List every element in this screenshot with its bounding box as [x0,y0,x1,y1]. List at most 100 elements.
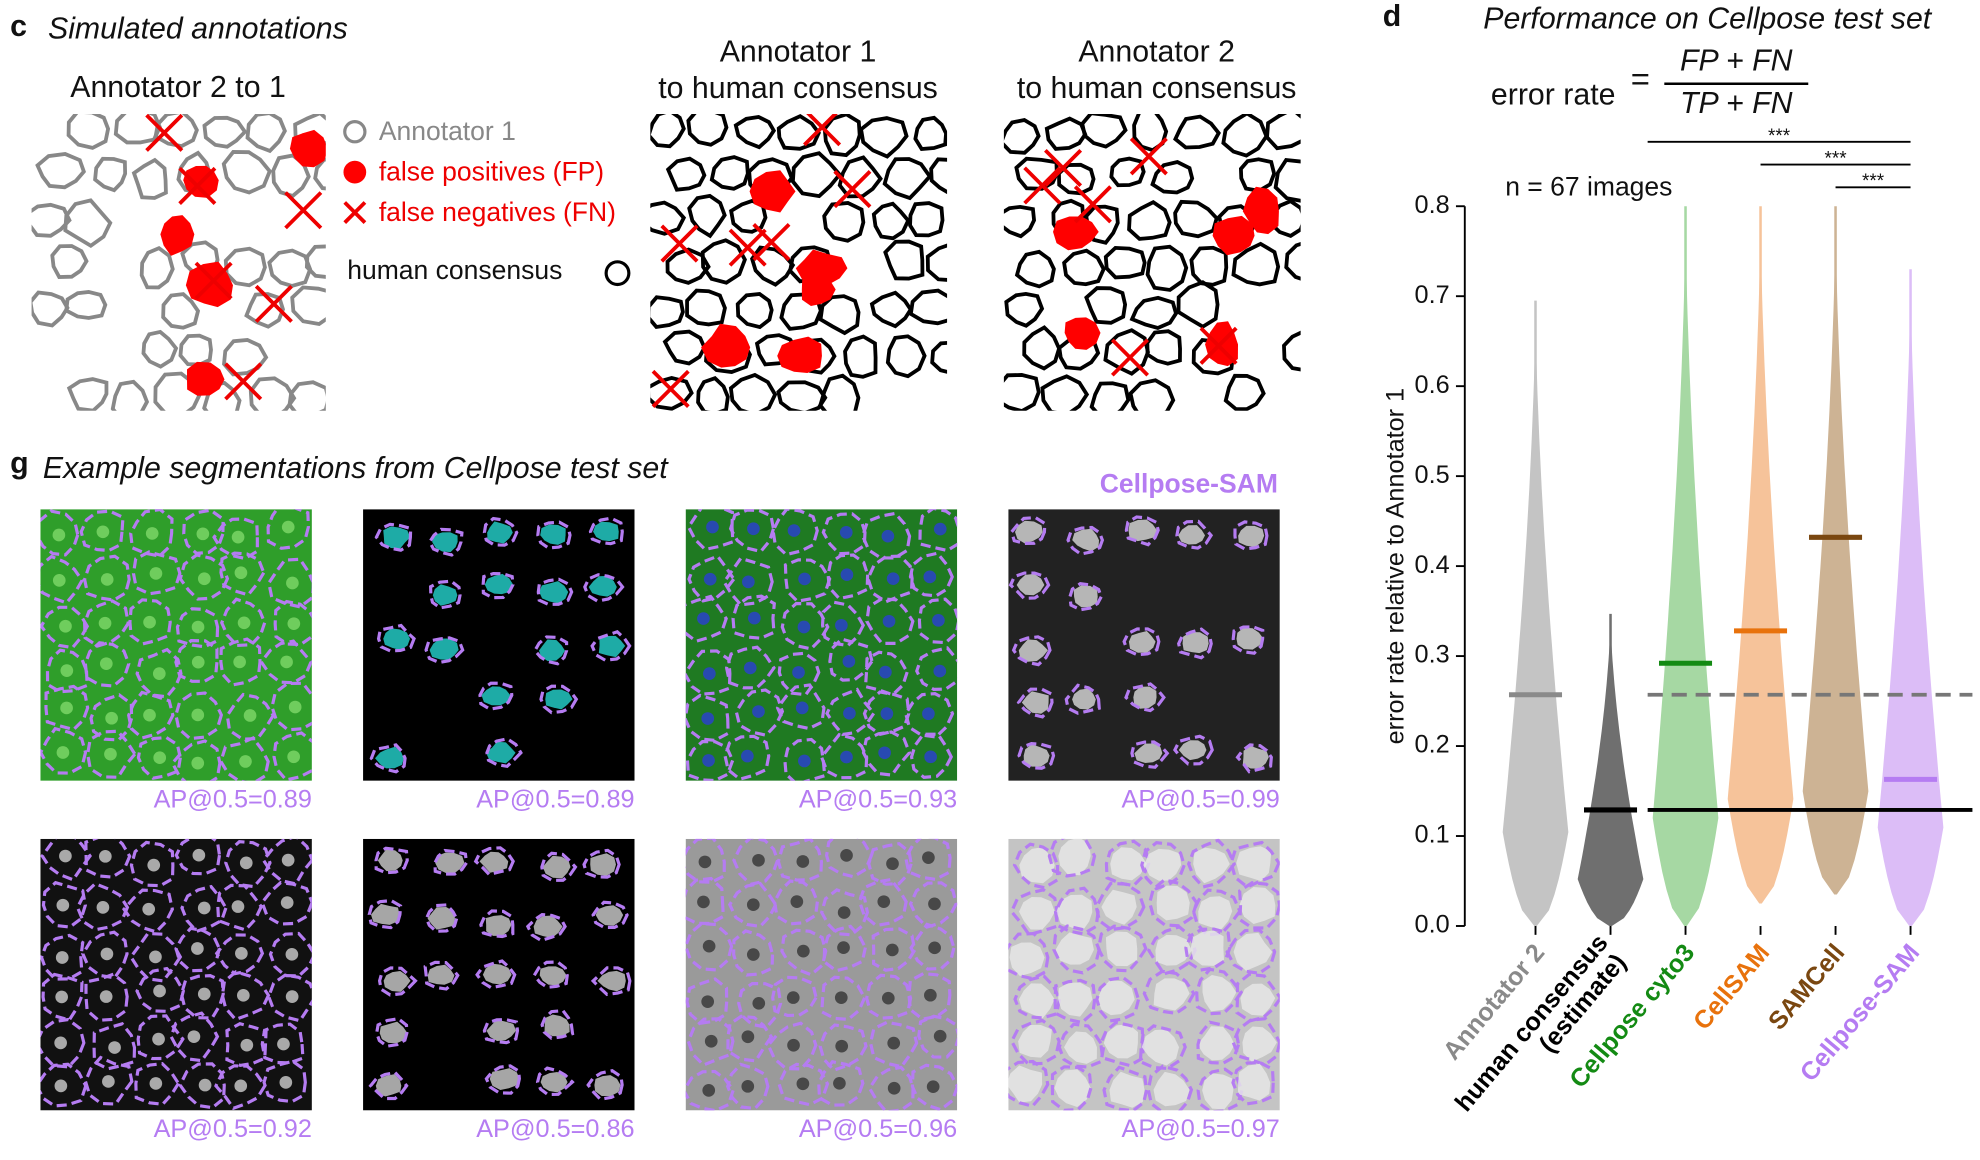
cell [481,686,511,706]
annotation-image [1003,114,1301,411]
mask-outline [127,690,175,740]
mask-outline [771,975,818,1017]
mask-outline [734,688,785,737]
mask-outline [375,1017,409,1048]
nucleus [924,750,937,764]
mask-outline [225,692,276,741]
mask-outline [424,636,465,665]
false-negative [224,362,263,401]
cell [1144,848,1182,881]
cell [1072,688,1096,710]
nucleus [54,1079,68,1093]
legend-symbol [343,160,367,184]
nucleus [100,573,114,586]
mask-outline [1068,582,1103,612]
cell [540,1071,568,1093]
cell [1233,932,1273,971]
false-positive [1212,215,1255,256]
nucleus [59,849,72,863]
mask-outline [266,509,310,550]
mask-outline [917,597,958,645]
cell [1197,1026,1235,1061]
nucleus [52,528,66,542]
cell-outline [687,193,727,239]
cell [1019,896,1055,930]
mask-outline [129,931,183,983]
mask-outline [41,880,87,929]
cell-outline [662,329,707,366]
cell [1058,982,1093,1017]
mask-outline [178,553,230,601]
cell [542,855,571,879]
nucleus [797,754,811,768]
cell [370,903,400,925]
cell [482,963,512,985]
nucleus [702,754,715,767]
mask-outline [374,846,409,875]
mask-outline [539,684,579,715]
cell-outline [221,150,272,195]
nucleus [792,666,805,679]
segmentation-image [1008,838,1280,1111]
mask-outline [1052,924,1101,975]
cell-outline [843,334,878,379]
nucleus [99,990,113,1003]
y-tick-label: 0.2 [1415,731,1450,759]
nucleus [149,950,162,964]
cell-outline [66,114,111,150]
mask-outline [826,553,870,601]
nucleus [191,620,205,634]
cell [538,639,565,662]
y-axis-label: error rate relative to Annotator 1 [1381,388,1409,745]
mask-outline [1066,525,1105,556]
mask-outline [731,594,776,640]
nucleus [835,1039,849,1053]
mask-outline [482,516,519,547]
panel-subtitle: to human consensus [658,72,938,105]
mask-outline [915,646,958,691]
nucleus [147,858,161,872]
cell-outline [244,292,285,329]
nucleus [834,991,848,1004]
nucleus [932,614,945,627]
cell [544,1014,570,1037]
nucleus [797,944,810,958]
nucleus [152,667,166,680]
mask-outline [179,974,225,1020]
nucleus [928,897,941,911]
mask-outline [40,1017,86,1069]
nucleus [285,947,299,961]
mask-outline [724,645,776,690]
mask-outline [81,930,129,980]
mask-outline [214,933,265,976]
nucleus [752,996,766,1010]
nucleus [886,857,899,871]
cell [1018,1024,1052,1058]
cell [1128,631,1156,653]
x-tick-label: CellSAM [1688,939,1775,1035]
mask-outline [1011,635,1052,667]
segmentation-image [40,838,312,1111]
nucleus [52,574,66,587]
cell [1202,1073,1234,1110]
mask-outline [83,641,131,688]
nucleus [153,751,167,765]
image-background [40,509,312,781]
segmentation-image [685,509,958,781]
cell [1155,934,1192,966]
nucleus [833,1076,846,1090]
cell [595,905,624,926]
nucleus [748,611,761,625]
panel-letter: d [1383,0,1402,33]
cell [1240,983,1276,1016]
chart-title: Performance on Cellpose test set [1483,3,1933,36]
mask-outline [482,1017,520,1045]
cell [435,852,465,874]
violin [1727,206,1794,904]
nucleus [240,1038,254,1052]
ap-score: AP@0.5=0.99 [1121,786,1279,814]
cell [1236,627,1264,650]
nucleus [742,575,755,589]
model-name: Cellpose-SAM [1100,468,1278,498]
false-negative [1073,185,1112,224]
